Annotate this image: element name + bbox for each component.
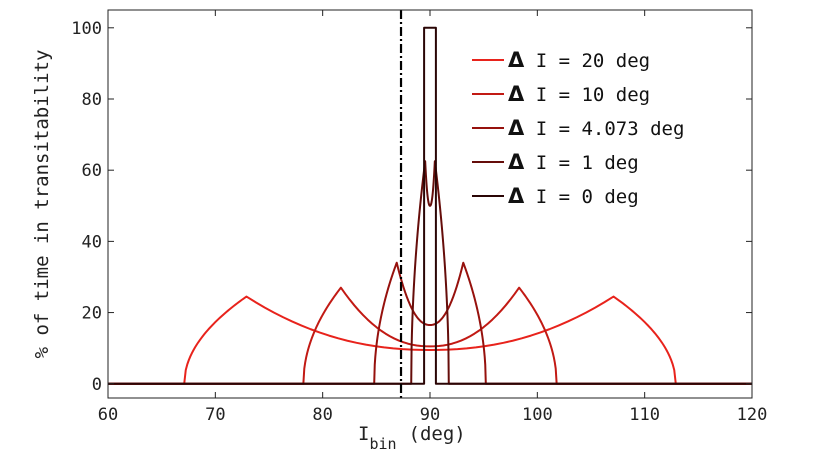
y-tick-label: 20	[82, 304, 102, 324]
legend-label: I = 4.073 deg	[524, 118, 684, 140]
legend-delta-symbol: Δ	[508, 150, 525, 174]
legend-delta-symbol: Δ	[508, 48, 525, 72]
legend-delta-symbol: Δ	[508, 82, 525, 106]
y-tick-label: 80	[82, 90, 102, 110]
legend-entry: Δ I = 10 deg	[508, 82, 650, 106]
series-curves	[108, 26, 752, 385]
x-tick-label: 70	[205, 405, 225, 425]
axis-ticks: 60 70 80 90 100 110 120 0 20 40 60 80 100	[71, 10, 767, 425]
x-tick-label: 120	[737, 405, 768, 425]
legend-entry: Δ I = 0 deg	[508, 184, 639, 208]
legend-label: I = 0 deg	[524, 186, 638, 208]
x-axis-label-unit: (deg)	[409, 423, 466, 445]
x-tick-label: 90	[420, 405, 440, 425]
series-line-2	[108, 261, 752, 385]
y-tick-label: 40	[82, 232, 102, 252]
x-axis-label-subscript: bin	[369, 435, 396, 453]
legend-delta-symbol: Δ	[508, 184, 525, 208]
plot-area	[108, 10, 752, 398]
series-line-3	[108, 160, 752, 385]
series-line-0	[108, 295, 752, 385]
y-tick-label: 100	[71, 19, 102, 39]
legend-label: I = 10 deg	[524, 84, 650, 106]
y-tick-label: 60	[82, 161, 102, 181]
legend-delta-symbol: Δ	[508, 116, 525, 140]
x-axis-label: Ibin (deg)	[358, 423, 466, 453]
y-tick-label: 0	[92, 375, 102, 395]
legend-label: I = 1 deg	[524, 152, 638, 174]
x-tick-label: 60	[98, 405, 118, 425]
legend-label: I = 20 deg	[524, 50, 650, 72]
x-tick-label: 110	[629, 405, 660, 425]
x-tick-label: 100	[522, 405, 553, 425]
x-axis-label-main: I	[358, 423, 369, 445]
y-axis-label: % of time in transitability	[31, 50, 53, 359]
legend-entry: Δ I = 1 deg	[508, 150, 639, 174]
series-line-4	[108, 26, 752, 385]
legend-entry: Δ I = 4.073 deg	[508, 116, 684, 140]
series-line-1	[108, 286, 752, 385]
x-tick-label: 80	[312, 405, 332, 425]
legend-entry: Δ I = 20 deg	[508, 48, 650, 72]
